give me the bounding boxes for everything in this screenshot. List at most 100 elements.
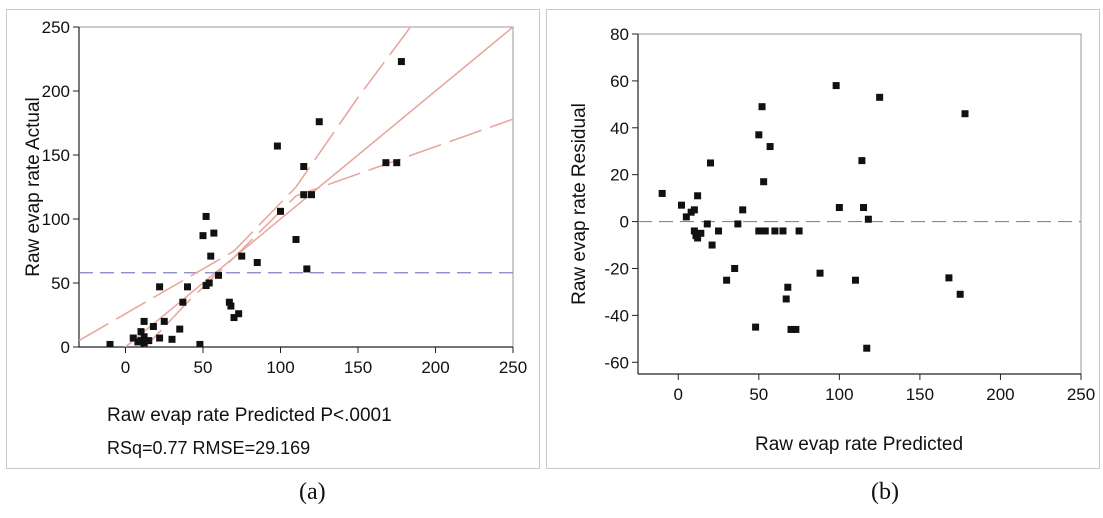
- chart-b-data-point: [795, 227, 803, 235]
- chart-a-y-tick-label: 100: [42, 210, 70, 229]
- chart-a-data-point: [137, 328, 145, 336]
- chart-a-x-tick-label: 250: [499, 358, 527, 377]
- chart-b-data-point: [758, 103, 766, 111]
- panel-b: -60 -40 -20 0 20 40 60 80 0 50 100 150 200 250 Raw eva…: [546, 9, 1100, 469]
- chart-b-data-point: [755, 131, 763, 139]
- chart-a-y-tick-label: 150: [42, 146, 70, 165]
- chart-b-x-tick-label: 200: [986, 385, 1014, 404]
- chart-a-data-point: [300, 163, 308, 171]
- chart-a-data-point: [168, 335, 176, 343]
- chart-b-data-point: [860, 204, 868, 212]
- chart-b-data-point: [956, 290, 964, 298]
- chart-a-data-point: [227, 302, 235, 310]
- chart-b-data-point: [739, 206, 747, 214]
- chart-a-data-point: [308, 191, 315, 199]
- chart-b-y-tick-label: 20: [610, 166, 629, 185]
- chart-b-data-point: [782, 295, 790, 303]
- chart-b-y-axis-title: Raw evap rate Residual: [569, 103, 590, 305]
- chart-b-data-point: [961, 110, 969, 118]
- chart-b-data-point: [731, 264, 739, 272]
- chart-b-data-point: [851, 276, 859, 284]
- chart-b-data-point: [863, 344, 871, 352]
- chart-a-y-tick-label: 250: [42, 18, 70, 37]
- chart-a-data-point: [179, 298, 187, 306]
- chart-b-data-point: [816, 269, 824, 277]
- chart-a-data-point: [199, 232, 207, 240]
- chart-b-svg: -60 -40 -20 0 20 40 60 80 0 50 100 150 200 250 Raw eva…: [569, 25, 1095, 455]
- chart-b-data-point: [761, 227, 769, 235]
- panel-a: 0 50 100 150 200 250 0 50 100 150 200 250 Raw evap r…: [6, 9, 540, 469]
- chart-a-data-point: [106, 340, 114, 347]
- chart-a-data-point: [205, 279, 213, 287]
- chart-a-x-tick-label: 0: [121, 358, 130, 377]
- chart-b-data-point: [945, 274, 953, 282]
- chart-a-data-point: [277, 207, 284, 215]
- chart-a-data-point: [184, 283, 191, 291]
- chart-b-data-point: [677, 201, 685, 209]
- chart-b-data-point: [706, 159, 714, 167]
- chart-a-data-point: [156, 283, 164, 291]
- chart-b-y-tick-label: 80: [610, 25, 629, 44]
- chart-a-data-point: [129, 334, 137, 342]
- chart-a-x-tick-label: 100: [266, 358, 294, 377]
- chart-a-data-point: [397, 58, 405, 66]
- chart-a-data-point: [300, 191, 308, 199]
- chart-a-stats-text: RSq=0.77 RMSE=29.169: [107, 438, 310, 458]
- chart-b-data-point: [752, 323, 760, 331]
- chart-b-plot-area: [638, 82, 1081, 352]
- chart-b-data-point: [787, 325, 795, 333]
- chart-a-data-point: [235, 310, 243, 318]
- chart-b-data-point: [784, 283, 792, 291]
- chart-b-data-point: [864, 215, 872, 223]
- chart-a-x-axis-title: Raw evap rate Predicted P<.0001: [107, 405, 392, 426]
- chart-b-plot-frame: [637, 33, 1082, 375]
- chart-b-data-point: [835, 204, 843, 212]
- chart-b-data-point: [723, 276, 731, 284]
- chart-b-data-point: [708, 241, 716, 249]
- chart-b-data-point: [690, 206, 698, 214]
- chart-a-x-tick-label: 200: [421, 358, 449, 377]
- chart-a-data-point: [149, 323, 157, 331]
- chart-a-data-point: [156, 334, 164, 342]
- chart-a-y-tick-label: 0: [61, 338, 70, 357]
- chart-b-y-tick-label: 0: [620, 213, 629, 232]
- chart-a-plot-area: [79, 27, 513, 347]
- chart-a-data-point: [140, 317, 148, 325]
- chart-b-data-point: [703, 220, 711, 228]
- chart-a-x-tick-label: 50: [194, 358, 213, 377]
- chart-b-data-point: [771, 227, 779, 235]
- chart-a-data-point: [207, 252, 215, 260]
- chart-b-x-tick-label: 100: [825, 385, 853, 404]
- chart-b-y-tick-label: 60: [610, 72, 629, 91]
- chart-a-data-point: [176, 325, 184, 333]
- chart-a-data-point: [210, 229, 218, 237]
- chart-a-y-tick-label: 50: [51, 274, 70, 293]
- chart-a-svg: 0 50 100 150 200 250 0 50 100 150 200 250 Raw evap r…: [23, 18, 527, 458]
- chart-b-data-point: [755, 227, 763, 235]
- chart-b-y-tick-label: 40: [610, 119, 629, 138]
- chart-a-y-tick-label: 200: [42, 82, 70, 101]
- chart-a-data-point: [382, 159, 390, 167]
- chart-a-data-point: [202, 212, 210, 220]
- chart-b-y-tick-label: -20: [604, 259, 629, 278]
- chart-b-data-point: [715, 227, 723, 235]
- chart-b-data-point: [734, 220, 742, 228]
- chart-a-data-point: [273, 142, 281, 150]
- chart-a-confidence-upper: [79, 27, 412, 342]
- chart-b-y-tick-label: -40: [604, 306, 629, 325]
- chart-a-data-point: [160, 317, 168, 325]
- chart-b-x-tick-label: 0: [674, 385, 683, 404]
- chart-a-data-point: [215, 271, 222, 279]
- chart-b-data-point: [858, 157, 866, 165]
- chart-a-data-point: [253, 259, 261, 267]
- chart-b-y-tick-label: -60: [604, 353, 629, 372]
- chart-b-data-point: [766, 143, 774, 151]
- chart-a-data-point: [238, 252, 246, 260]
- chart-b-x-tick-label: 250: [1067, 385, 1095, 404]
- chart-b-x-tick-label: 150: [906, 385, 934, 404]
- chart-b-data-point: [682, 213, 690, 221]
- caption-a: (a): [299, 479, 326, 505]
- chart-a-data-point: [315, 118, 323, 126]
- chart-a-data-point: [140, 333, 148, 341]
- chart-b-x-axis-title: Raw evap rate Predicted: [755, 434, 963, 455]
